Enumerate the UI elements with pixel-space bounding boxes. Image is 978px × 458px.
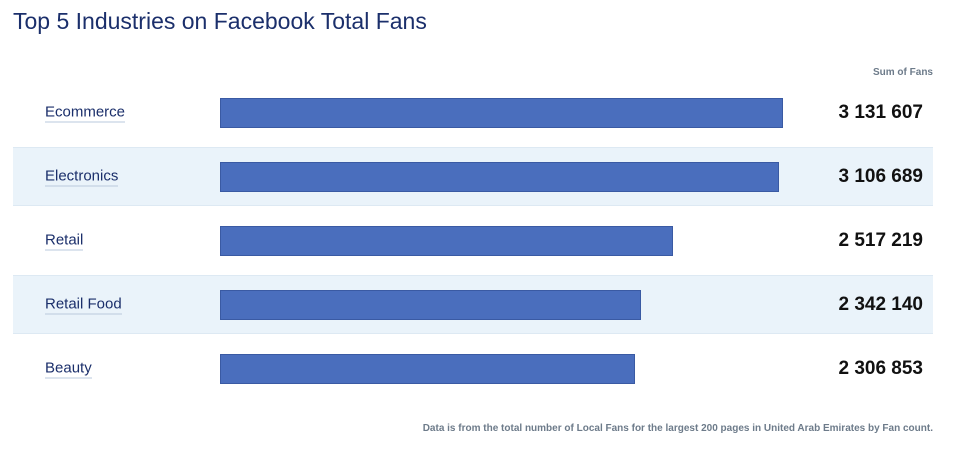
category-link-electronics[interactable]: Electronics	[45, 167, 119, 186]
category-link-retail-food[interactable]: Retail Food	[45, 295, 122, 314]
bar-retail-food	[220, 289, 641, 320]
value-column-header: Sum of Fans	[872, 67, 933, 78]
category-link-ecommerce[interactable]: Ecommerce	[45, 103, 126, 123]
bar-track	[220, 354, 820, 384]
value-label-ecommerce: 3 131 607	[838, 102, 923, 123]
bar-track	[220, 226, 820, 256]
value-label-retail: 2 517 219	[838, 230, 923, 251]
bar-ecommerce	[220, 98, 783, 128]
category-link-beauty[interactable]: Beauty	[45, 359, 92, 379]
bar-retail	[220, 226, 673, 256]
bar-track	[220, 289, 820, 320]
bar-beauty	[220, 354, 635, 384]
row-beauty: Beauty 2 306 853	[13, 334, 933, 403]
footnote: Data is from the total number of Local F…	[422, 423, 933, 434]
value-label-electronics: 3 106 689	[838, 165, 923, 187]
value-label-beauty: 2 306 853	[838, 358, 923, 379]
bar-electronics	[220, 161, 779, 192]
bar-track	[220, 98, 820, 128]
bar-track	[220, 161, 820, 192]
category-link-retail[interactable]: Retail	[45, 231, 84, 251]
bar-rows: Ecommerce 3 131 607 Electronics 3 106 68…	[13, 78, 933, 403]
value-label-retail-food: 2 342 140	[838, 293, 923, 315]
row-retail: Retail 2 517 219	[13, 206, 933, 275]
row-electronics: Electronics 3 106 689	[13, 147, 933, 206]
row-retail-food: Retail Food 2 342 140	[13, 275, 933, 334]
chart-title: Top 5 Industries on Facebook Total Fans	[13, 8, 427, 34]
row-ecommerce: Ecommerce 3 131 607	[13, 78, 933, 147]
